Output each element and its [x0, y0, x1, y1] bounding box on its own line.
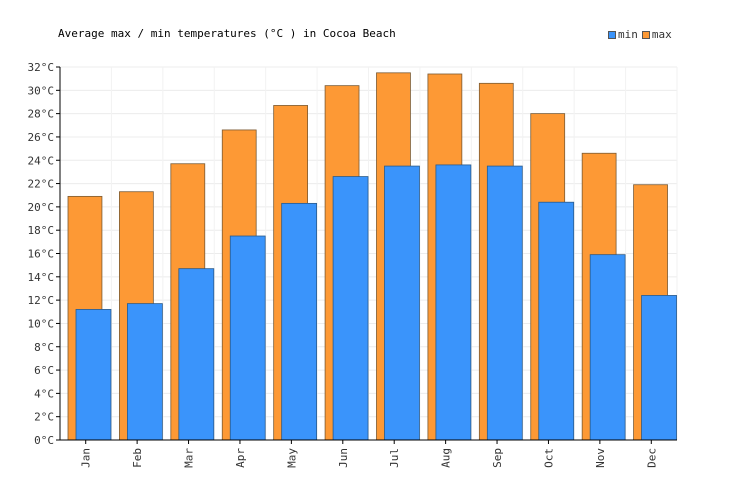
y-tick-label: 14°C	[28, 271, 55, 284]
x-tick-label: Mar	[183, 448, 196, 468]
y-tick-label: 12°C	[28, 294, 55, 307]
legend-item-min: min	[608, 28, 638, 41]
y-tick-label: 26°C	[28, 131, 55, 144]
legend: min max	[608, 28, 672, 41]
y-tick-label: 32°C	[28, 61, 55, 74]
legend-label-max: max	[651, 28, 672, 41]
y-tick-label: 10°C	[28, 317, 55, 330]
bar-min	[435, 164, 472, 441]
bar-min	[127, 303, 163, 441]
bar-min	[641, 295, 677, 441]
y-tick-label: 22°C	[28, 178, 55, 191]
y-tick-label: 30°C	[28, 84, 55, 97]
bar-min	[281, 202, 318, 441]
x-tick-label: Nov	[594, 448, 607, 468]
x-tick-label: Aug	[440, 448, 453, 468]
y-tick-label: 18°C	[28, 224, 55, 237]
x-tick-label: Apr	[234, 448, 247, 468]
y-tick-label: 8°C	[34, 341, 54, 354]
x-tick-label: Feb	[131, 448, 144, 468]
y-tick-label: 20°C	[28, 201, 55, 214]
bar-min	[589, 254, 626, 441]
x-tick-label: Jul	[388, 448, 401, 468]
x-tick-label: Sep	[491, 448, 504, 468]
y-tick-label: 28°C	[28, 108, 55, 121]
legend-swatch-min	[608, 30, 616, 39]
y-tick-label: 24°C	[28, 154, 55, 167]
y-tick-label: 0°C	[34, 434, 54, 447]
bar-min	[384, 165, 420, 441]
y-tick-label: 6°C	[34, 364, 54, 377]
bar-min	[178, 268, 215, 441]
legend-label-min: min	[618, 28, 638, 41]
x-tick-label: Jun	[337, 448, 350, 468]
bar-min	[75, 309, 112, 441]
x-tick-label: Dec	[645, 448, 658, 468]
y-tick-label: 4°C	[34, 387, 54, 400]
y-tick-label: 2°C	[34, 411, 54, 424]
x-tick-label: May	[285, 448, 298, 468]
legend-item-max: max	[641, 28, 672, 41]
y-tick-label: 16°C	[28, 248, 55, 261]
bar-min	[332, 176, 369, 441]
bar-min	[486, 165, 523, 441]
bar-min	[229, 235, 266, 441]
chart-title: Average max / min temperatures (°C ) in …	[58, 27, 396, 40]
x-tick-label: Oct	[542, 448, 555, 468]
legend-swatch-max	[641, 30, 650, 39]
bar-min	[538, 201, 575, 441]
x-tick-label: Jan	[80, 448, 93, 468]
